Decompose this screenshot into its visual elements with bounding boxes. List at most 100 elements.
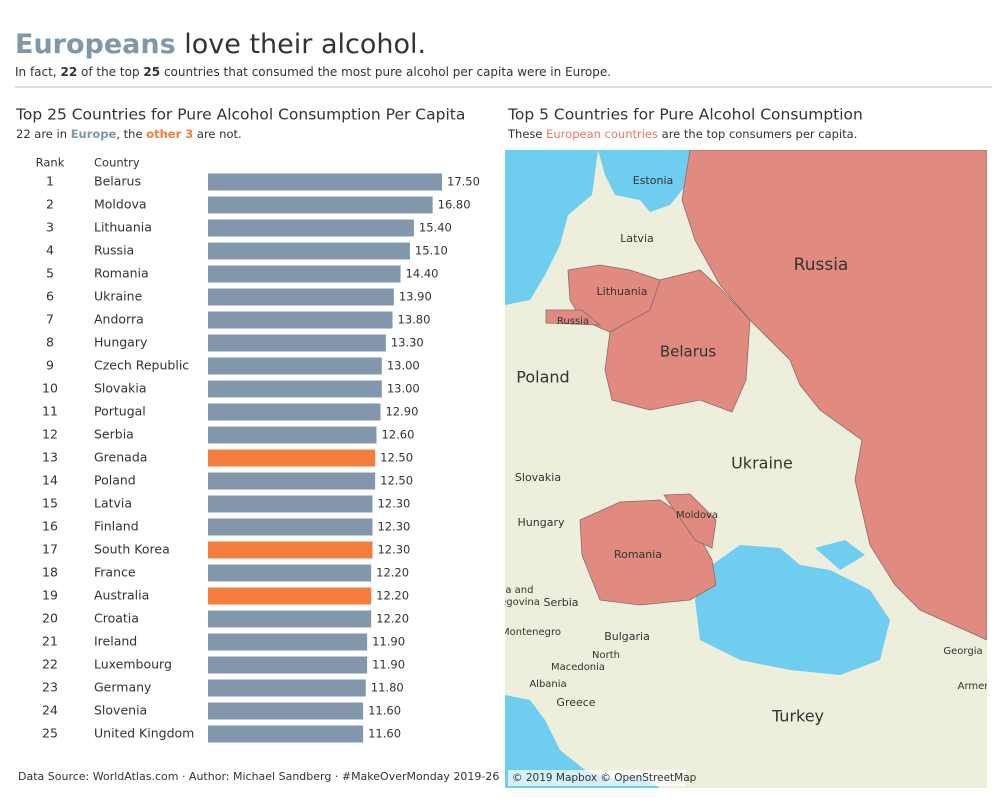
bar	[208, 449, 376, 467]
rank: 4	[46, 243, 54, 258]
rank: 3	[46, 220, 54, 235]
country-romania	[579, 499, 717, 606]
value-label: 15.40	[419, 221, 452, 235]
category-label: Australia	[94, 588, 149, 603]
rank: 16	[42, 519, 58, 534]
rank: 18	[42, 565, 58, 580]
map-label: Moldova	[676, 510, 718, 521]
value-label: 13.00	[387, 359, 420, 373]
map-label: Russia	[557, 316, 589, 327]
value-label: 12.20	[376, 612, 409, 626]
category-label: Ukraine	[94, 289, 143, 304]
map-title: Top 5 Countries for Pure Alcohol Consump…	[507, 106, 863, 124]
bar	[208, 656, 368, 674]
map-labels: Estonia Latvia Russia Lithuania Russia Belaru…	[501, 174, 990, 726]
title-highlight: Europeans	[15, 29, 176, 60]
category-label: Grenada	[94, 450, 147, 465]
value-label: 12.50	[380, 474, 413, 488]
column-header: Country	[94, 156, 140, 170]
bar	[208, 242, 410, 260]
category-label: Latvia	[94, 496, 132, 511]
subtitle-other: other 3	[146, 127, 193, 141]
bar	[208, 564, 372, 582]
subtitle-part: are not.	[197, 127, 242, 141]
bar	[208, 495, 373, 513]
bar	[208, 265, 401, 283]
map-label: Poland	[516, 368, 569, 387]
map-label: Bulgaria	[604, 630, 650, 643]
category-label: Germany	[94, 680, 152, 695]
bar-chart: 1 Belarus 17.50 2 Moldova 16.80 3 Lithuania 15.4…	[42, 173, 480, 743]
bar	[208, 196, 433, 214]
value-label: 11.90	[372, 635, 405, 649]
rank: 15	[42, 496, 58, 511]
category-label: South Korea	[94, 542, 170, 557]
chart-title: Top 25 Countries for Pure Alcohol Consum…	[15, 106, 465, 124]
category-label: France	[94, 565, 136, 580]
map-label: Slovakia	[515, 471, 561, 484]
subtitle-part: These	[507, 127, 542, 141]
category-label: Lithuania	[94, 220, 152, 235]
category-label: Serbia	[94, 427, 134, 442]
value-label: 15.10	[415, 244, 448, 258]
rank: 10	[42, 381, 58, 396]
value-label: 12.30	[377, 520, 410, 534]
map-label: Romania	[614, 548, 662, 561]
country-russia-kaliningrad	[545, 309, 602, 326]
footer-date: 2019-26	[453, 770, 499, 783]
footer-part: · Author:	[182, 770, 230, 783]
footer-part: Data Source:	[18, 770, 89, 783]
rank: 2	[46, 197, 54, 212]
category-label: Slovenia	[94, 703, 147, 718]
category-label: Hungary	[94, 335, 148, 350]
map-label: Latvia	[620, 232, 654, 245]
water	[815, 540, 865, 570]
footer-part: · #MakeOverMonday	[335, 770, 451, 783]
subtitle-part: countries that consumed the most pure al…	[164, 65, 611, 79]
rank: 13	[42, 450, 58, 465]
rank: 19	[42, 588, 58, 603]
footer: Data Source: WorldAtlas.com · Author: Mi…	[18, 770, 499, 783]
map-label: Armer	[958, 681, 990, 692]
subtitle-number: 22	[60, 65, 77, 79]
map-label: Albania	[529, 679, 566, 690]
map-label: Georgia	[943, 646, 982, 657]
value-label: 13.90	[399, 290, 432, 304]
water	[598, 150, 690, 212]
bar	[208, 587, 372, 605]
water	[505, 150, 598, 305]
map-label: Ukraine	[731, 454, 793, 473]
bar	[208, 357, 382, 375]
rank: 23	[42, 680, 58, 695]
bar	[208, 219, 414, 237]
water	[695, 545, 890, 675]
page-title: Europeans love their alcohol.	[15, 29, 426, 60]
value-label: 13.80	[398, 313, 431, 327]
value-label: 17.50	[447, 175, 480, 189]
rank: 7	[46, 312, 54, 327]
value-label: 13.30	[391, 336, 424, 350]
bar	[208, 725, 364, 743]
bar	[208, 518, 373, 536]
rank: 6	[46, 289, 54, 304]
bar	[208, 334, 386, 352]
bar	[208, 311, 393, 329]
map-label: Russia	[794, 255, 849, 275]
subtitle-part: In fact,	[15, 65, 57, 79]
subtitle-part: , the	[116, 127, 142, 141]
category-label: Ireland	[94, 634, 137, 649]
water	[505, 695, 660, 788]
value-label: 11.60	[368, 704, 401, 718]
rank: 21	[42, 634, 58, 649]
value-label: 12.20	[376, 566, 409, 580]
rank: 9	[46, 358, 54, 373]
map-label: Montenegro	[501, 627, 561, 638]
subtitle-highlight: European countries	[546, 127, 658, 141]
category-label: Slovakia	[94, 381, 146, 396]
category-label: Moldova	[94, 197, 147, 212]
rank: 8	[46, 335, 54, 350]
map-label: North	[592, 650, 620, 661]
rank: 22	[42, 657, 58, 672]
